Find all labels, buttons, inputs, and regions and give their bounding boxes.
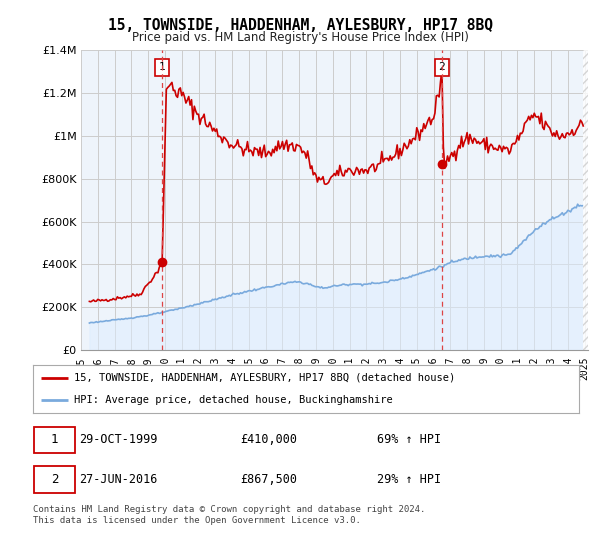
Text: £410,000: £410,000 bbox=[241, 433, 298, 446]
Text: 29% ↑ HPI: 29% ↑ HPI bbox=[377, 473, 441, 486]
Text: £867,500: £867,500 bbox=[241, 473, 298, 486]
FancyBboxPatch shape bbox=[34, 427, 75, 453]
Text: 15, TOWNSIDE, HADDENHAM, AYLESBURY, HP17 8BQ: 15, TOWNSIDE, HADDENHAM, AYLESBURY, HP17… bbox=[107, 18, 493, 33]
Text: 27-JUN-2016: 27-JUN-2016 bbox=[79, 473, 158, 486]
Text: HPI: Average price, detached house, Buckinghamshire: HPI: Average price, detached house, Buck… bbox=[74, 395, 392, 405]
FancyBboxPatch shape bbox=[34, 466, 75, 493]
Text: 1: 1 bbox=[159, 62, 166, 72]
Text: 1: 1 bbox=[51, 433, 58, 446]
Text: 15, TOWNSIDE, HADDENHAM, AYLESBURY, HP17 8BQ (detached house): 15, TOWNSIDE, HADDENHAM, AYLESBURY, HP17… bbox=[74, 373, 455, 382]
Text: 2: 2 bbox=[439, 62, 445, 72]
Text: 2: 2 bbox=[51, 473, 58, 486]
Text: Contains HM Land Registry data © Crown copyright and database right 2024.
This d: Contains HM Land Registry data © Crown c… bbox=[33, 505, 425, 525]
Text: 29-OCT-1999: 29-OCT-1999 bbox=[79, 433, 158, 446]
Text: 69% ↑ HPI: 69% ↑ HPI bbox=[377, 433, 441, 446]
Text: Price paid vs. HM Land Registry's House Price Index (HPI): Price paid vs. HM Land Registry's House … bbox=[131, 31, 469, 44]
